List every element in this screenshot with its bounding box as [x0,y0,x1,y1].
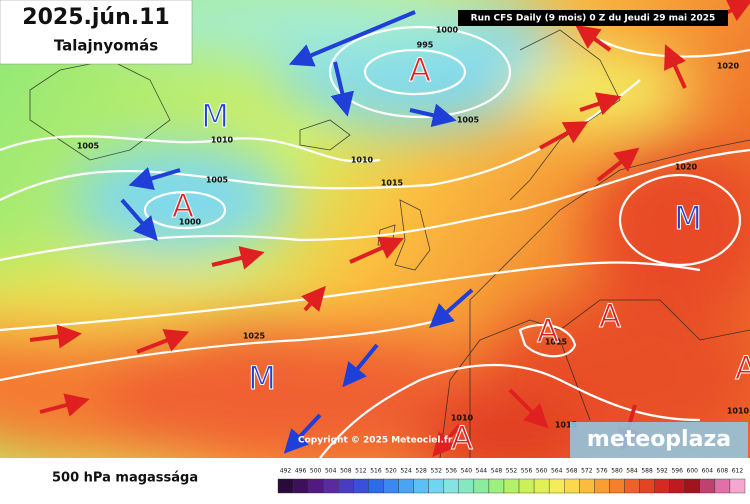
scale-label: 524 [400,468,412,475]
scale-swatch [518,478,535,494]
scale-swatch [594,478,610,494]
isobar-label: 1005 [206,176,229,185]
scale-swatch [609,478,625,494]
isobar-label: 995 [417,41,434,50]
scale-swatch [533,478,550,494]
isobar-label: 1015 [381,179,404,188]
scale-swatch [458,478,475,494]
isobar-label: 1020 [675,163,698,172]
pressure-center: A [409,51,431,89]
isobar-label: 1020 [717,62,740,71]
scale-label: 576 [596,468,608,475]
isobar-label: 1010 [351,156,374,165]
scale-swatch [428,478,444,494]
scale-label: 512 [355,468,367,475]
scale-label: 552 [506,468,518,475]
pressure-center: A [599,297,621,335]
scale-swatch [548,478,565,494]
scale-label: 548 [491,468,503,475]
scale-label: 600 [687,468,699,475]
isobar-label: 1000 [436,26,459,35]
scale-swatch [669,478,685,494]
isobar-label: 1005 [457,116,480,125]
scale-swatch [322,478,339,494]
logo: meteoplaza [587,427,731,452]
scale-swatch [443,478,459,494]
scale-label: 520 [385,468,397,475]
scale-label: 584 [626,468,638,475]
scale-label: 564 [551,468,563,475]
scale-swatch [564,478,580,494]
pressure-center: A [451,419,473,457]
pressure-center: A [172,187,194,225]
scale-label: 492 [280,468,292,475]
scale-label: 592 [656,468,668,475]
isobar-label: 1015 [545,338,568,347]
scale-label: 604 [702,468,714,475]
scale-swatch [292,478,309,494]
scale-label: 596 [671,468,683,475]
scale-swatch [503,478,520,494]
scale-swatch [338,478,354,494]
scale-swatch [413,478,429,494]
logo-box [570,422,748,458]
scale-label: 508 [340,468,352,475]
scale-label: 544 [476,468,488,475]
scale-label: 504 [325,468,337,475]
scale-swatch [714,478,731,494]
scale-label: 556 [521,468,533,475]
scale-label: 580 [611,468,623,475]
scale-label: 496 [295,468,307,475]
copyright: Copyright © 2025 Meteociel.fr [298,436,453,446]
scale-swatch [307,478,324,494]
scale-label: 568 [566,468,578,475]
scale-label: 532 [430,468,442,475]
title-box: 2025.jún.11 Talajnyomás [0,0,193,65]
scale-label: 588 [641,468,653,475]
run-info: Run CFS Daily (9 mois) 0 Z du Jeudi 29 m… [471,14,716,24]
isobar-label: 1010 [727,407,750,416]
scale-label: 612 [732,468,744,475]
scale-label: 608 [717,468,729,475]
pressure-center: A [537,312,559,350]
scale-swatch [624,478,640,494]
scale-swatch [353,478,369,494]
isobar-label: 1015 [555,421,578,430]
isobar-label: 1000 [179,218,202,227]
scale-swatch [729,478,746,494]
scale-label: 560 [536,468,548,475]
color-scale: 492 496 500 504 508 512 516 520 524 528 532 536 540 5… [277,468,746,494]
scale-swatch [684,478,701,494]
pressure-center: M [674,199,702,237]
isobar-label: 1010 [451,414,474,423]
scale-swatch [654,478,670,494]
scale-swatch [383,478,399,494]
pressure-center: M [201,97,229,135]
isobar-label: 1010 [211,136,234,145]
map-date: 2025.jún.11 [22,5,169,30]
scale-swatch [699,478,716,494]
scale-swatch [473,478,490,494]
scale-swatch [488,478,505,494]
scale-swatch [277,478,294,494]
scale-label: 572 [581,468,593,475]
scale-swatch [398,478,414,494]
isobar-label: 1025 [243,332,266,341]
run-info-box [458,10,728,26]
pressure-center: A [735,349,750,387]
map-subtitle: Talajnyomás [54,37,158,55]
scale-swatch [368,478,384,494]
scale-label: 528 [415,468,427,475]
isobar-label: 1005 [77,142,100,151]
scale-label: 536 [446,468,458,475]
scale-swatch [579,478,595,494]
scale-label: 516 [370,468,382,475]
pressure-center: M [248,359,276,397]
caption: 500 hPa magassága [52,471,198,486]
scale-label: 540 [461,468,473,475]
scale-label: 500 [310,468,322,475]
scale-swatch [639,478,655,494]
